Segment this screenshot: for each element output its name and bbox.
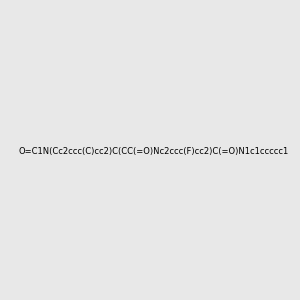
Text: O=C1N(Cc2ccc(C)cc2)C(CC(=O)Nc2ccc(F)cc2)C(=O)N1c1ccccc1: O=C1N(Cc2ccc(C)cc2)C(CC(=O)Nc2ccc(F)cc2)… <box>19 147 289 156</box>
